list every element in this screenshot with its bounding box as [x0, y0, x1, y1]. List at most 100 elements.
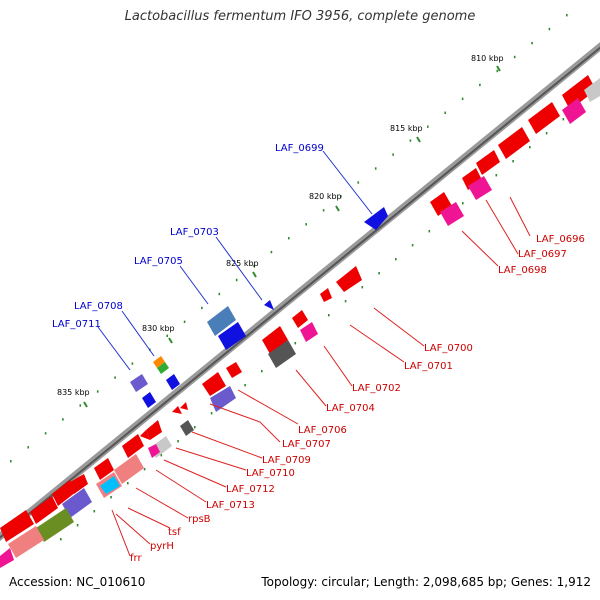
scale-dot — [513, 55, 516, 59]
gene-LAF_0704[interactable] — [262, 326, 288, 354]
scale-dot — [62, 418, 64, 421]
gene-LAF_0700[interactable] — [336, 266, 362, 292]
scale-dot — [177, 440, 179, 443]
gene-LAF_0710[interactable] — [180, 420, 194, 436]
gene-LAF_0712[interactable] — [146, 420, 162, 440]
label-LAF_0709[interactable]: LAF_0709 — [262, 455, 311, 466]
gene-LAF_0703[interactable] — [264, 300, 274, 310]
label-LAF_0702[interactable]: LAF_0702 — [352, 383, 401, 394]
gene-LAF_0696[interactable] — [430, 192, 452, 216]
gene-LAF_0705b[interactable] — [218, 322, 246, 350]
label-LAF_0710[interactable]: LAF_0710 — [246, 468, 295, 479]
gene-LAF_0702b[interactable] — [300, 322, 318, 342]
gene-band-lower-2[interactable] — [94, 458, 114, 480]
scale-label-815: 815 kbp — [390, 124, 423, 133]
label-tsf[interactable]: tsf — [168, 527, 181, 538]
label-LAF_0698[interactable]: LAF_0698 — [498, 265, 547, 276]
scale-dot — [479, 83, 481, 87]
label-LAF_0705[interactable]: LAF_0705 — [134, 256, 183, 267]
scale-dot — [143, 468, 146, 471]
gene-pyrH[interactable] — [62, 488, 92, 518]
gene-LAF_0702[interactable] — [292, 310, 308, 328]
scale-dot — [10, 460, 12, 463]
label-LAF_0708[interactable]: LAF_0708 — [74, 301, 123, 312]
scale-dot — [361, 286, 364, 289]
gene-LAF_0709[interactable] — [172, 406, 182, 414]
label-LAF_0700[interactable]: LAF_0700 — [424, 343, 473, 354]
gene-tsf-b[interactable] — [100, 476, 120, 494]
scale-dot — [548, 27, 551, 31]
gene-rpsB[interactable] — [148, 444, 160, 458]
gene-LAF_0701[interactable] — [320, 288, 332, 302]
gene-band-lower-5[interactable] — [30, 496, 58, 524]
gene-band-top-4[interactable] — [498, 127, 530, 159]
scale-dot — [76, 524, 79, 527]
scale-dot — [261, 370, 263, 373]
gene-band-top-6[interactable] — [462, 168, 482, 190]
gene-band-lower-8[interactable] — [0, 548, 14, 568]
genome-backbone-shadow — [0, 46, 600, 539]
gene-LAF_0704b[interactable] — [268, 340, 296, 368]
label-pyrH[interactable]: pyrH — [150, 541, 174, 552]
gene-band-top-1[interactable] — [562, 75, 596, 110]
gene-LAF_0708a[interactable] — [153, 356, 165, 368]
genome-backbone — [0, 42, 600, 542]
scale-dot — [270, 250, 273, 254]
scale-dot — [328, 314, 330, 317]
gene-LAF_0697[interactable] — [468, 176, 492, 200]
scale-dot — [462, 202, 464, 205]
gene-band-lower-1[interactable] — [122, 434, 144, 458]
gene-band-lower-3[interactable] — [114, 454, 144, 484]
scale-label-810: 810 kbp — [471, 54, 504, 63]
label-rpsB[interactable]: rpsB — [188, 514, 211, 525]
scale-dot — [114, 376, 116, 379]
gene-band-lower-4[interactable] — [52, 480, 76, 506]
gene-LAF_0711[interactable] — [130, 374, 148, 392]
label-LAF_0696[interactable]: LAF_0696 — [536, 234, 585, 245]
major-ticks — [83, 65, 501, 408]
gene-LAF_0705a[interactable] — [207, 306, 236, 336]
scale-dot — [60, 538, 62, 541]
gene-band-top-2[interactable] — [584, 78, 600, 102]
gene-LAF_0707[interactable] — [210, 386, 236, 412]
gene-band-top-5[interactable] — [476, 150, 500, 175]
gene-band-top-3[interactable] — [528, 102, 560, 134]
label-LAF_0711[interactable]: LAF_0711 — [52, 319, 101, 330]
gene-LAF_0712b[interactable] — [140, 430, 150, 440]
label-LAF_0712[interactable]: LAF_0712 — [226, 484, 275, 495]
gene-LAF_0706[interactable] — [226, 362, 242, 378]
gene-frr[interactable] — [36, 508, 74, 542]
scale-dot — [93, 510, 96, 513]
label-frr[interactable]: frr — [130, 553, 142, 564]
genes-top-strand — [130, 207, 388, 408]
callouts-top — [97, 150, 373, 371]
label-LAF_0706[interactable]: LAF_0706 — [298, 425, 347, 436]
scale-dot — [235, 278, 238, 282]
scale-dot — [428, 230, 431, 233]
gene-band-row2-1[interactable] — [562, 98, 586, 124]
accession-text: Accession: NC_010610 — [9, 575, 146, 589]
gene-band-lower-7[interactable] — [8, 526, 44, 558]
scale-dot — [496, 69, 499, 73]
gene-LAF_0706b[interactable] — [202, 372, 226, 396]
gene-band-lower-9[interactable] — [70, 474, 88, 494]
gene-LAF_0709b[interactable] — [180, 402, 188, 410]
gene-LAF_0698[interactable] — [440, 202, 464, 226]
scale-dot — [110, 496, 112, 499]
scale-dot — [512, 160, 514, 163]
label-LAF_0704[interactable]: LAF_0704 — [326, 403, 375, 414]
gene-band-lower-6[interactable] — [0, 510, 34, 542]
scale-dot — [322, 209, 325, 212]
scale-dot — [395, 258, 397, 261]
label-LAF_0697[interactable]: LAF_0697 — [518, 249, 567, 260]
label-LAF_0713[interactable]: LAF_0713 — [206, 500, 255, 511]
label-LAF_0703[interactable]: LAF_0703 — [170, 227, 219, 238]
scale-label-830: 830 kbp — [142, 324, 175, 333]
label-LAF_0701[interactable]: LAF_0701 — [404, 361, 453, 372]
gene-LAF_0708c[interactable] — [166, 374, 180, 390]
label-LAF_0707[interactable]: LAF_0707 — [282, 439, 331, 450]
gene-LAF_0708b[interactable] — [157, 362, 169, 374]
gene-LAF_0711b[interactable] — [142, 392, 156, 408]
gene-LAF_0699[interactable] — [364, 207, 388, 230]
label-LAF_0699[interactable]: LAF_0699 — [275, 143, 324, 154]
